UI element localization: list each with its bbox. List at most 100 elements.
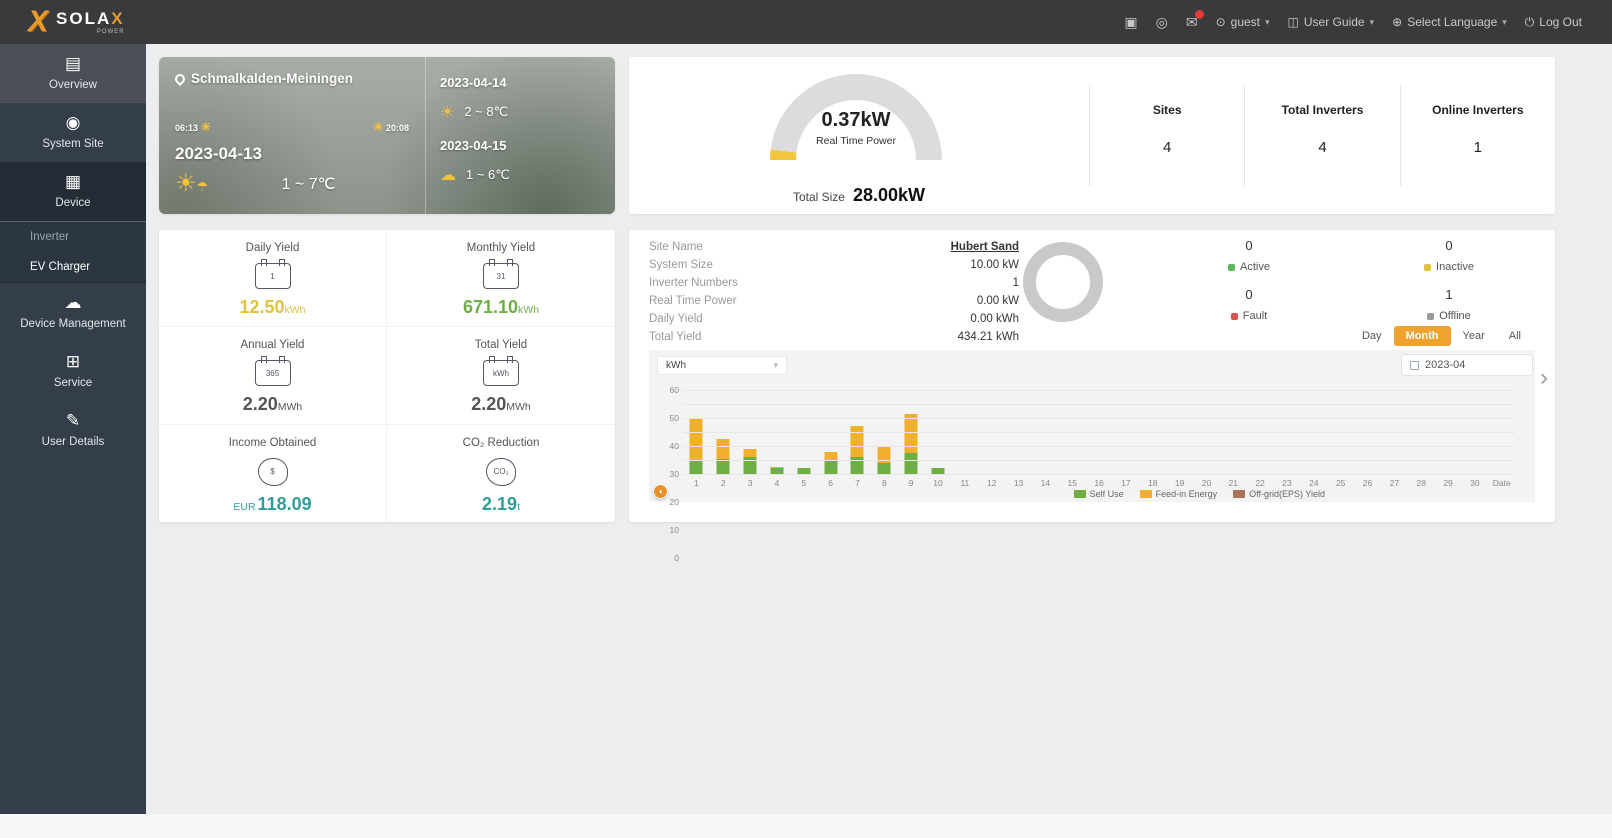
stat-total-inverters: Total Inverters 4 bbox=[1244, 85, 1399, 186]
yield-value: 12.50kWh bbox=[159, 297, 386, 318]
yield-label: Monthly Yield bbox=[466, 242, 536, 254]
message-icon[interactable]: ✉ bbox=[1186, 9, 1204, 31]
chart-legend: Self Use Feed-in Energy Off-grid(EPS) Yiel… bbox=[1073, 489, 1325, 499]
chart-bar-slot: 13 bbox=[1005, 390, 1032, 488]
logout-menu[interactable]: ⏻ Log Out bbox=[1525, 15, 1582, 30]
x-axis-tick: 17 bbox=[1121, 478, 1131, 488]
yield-label: CO₂ Reduction bbox=[462, 436, 540, 449]
chart-gridline: 10 bbox=[670, 460, 1515, 535]
site-name-link[interactable]: Hubert Sand bbox=[950, 241, 1019, 253]
sidebar-item-label: Overview bbox=[49, 79, 97, 91]
stacked-bar[interactable] bbox=[716, 439, 730, 474]
sunrise-icon: ☀ bbox=[200, 120, 212, 134]
range-button-year[interactable]: Year bbox=[1462, 330, 1485, 342]
language-menu[interactable]: ⊕ Select Language ▾ bbox=[1392, 15, 1507, 29]
y-axis-tick: 40 bbox=[669, 441, 679, 451]
x-axis-tick: 27 bbox=[1389, 478, 1400, 488]
sidebar-item-system-site[interactable]: ◉ System Site bbox=[0, 103, 146, 162]
yield-cell-co-reduction: CO₂ Reduction CO₂ 2.19t bbox=[387, 425, 615, 522]
bar-segment-feed-in-energy bbox=[743, 448, 757, 458]
chart-bar-slot: 5 bbox=[790, 390, 817, 488]
yield-label: Daily Yield bbox=[245, 242, 300, 254]
stacked-bar[interactable] bbox=[931, 468, 945, 474]
range-button-all[interactable]: All bbox=[1508, 330, 1521, 342]
range-button-month[interactable]: Month bbox=[1393, 326, 1451, 346]
unit-select[interactable]: kWh ▾ bbox=[657, 356, 787, 375]
yield-value-number: 118.09 bbox=[257, 493, 312, 514]
stacked-bar[interactable] bbox=[904, 413, 918, 474]
legend-item-off-grid-eps-yield[interactable]: Off-grid(EPS) Yield bbox=[1233, 489, 1325, 499]
stacked-bar[interactable] bbox=[743, 448, 757, 474]
chart-bar-slot: 19 bbox=[1166, 390, 1193, 488]
sidebar-submenu: Inverter EV Charger bbox=[0, 222, 146, 283]
chart-bar-slot: 10 bbox=[925, 390, 952, 488]
x-axis-tick: 26 bbox=[1362, 478, 1373, 488]
stat-label: Total Inverters bbox=[1281, 103, 1364, 117]
yield-value-unit: kWh bbox=[284, 304, 306, 316]
chart-plot-area: 1 2 3 4 5 6 7 8 9 10 11 12 13 14 15 16 17 18 19 20 21 22 23 24 2… bbox=[670, 385, 1515, 563]
chart-bar-slot: 27 bbox=[1381, 390, 1408, 488]
chart-bar-slot: 17 bbox=[1113, 390, 1140, 488]
status-label-row: Fault bbox=[1149, 310, 1349, 322]
chart-bar-slot: 3 bbox=[737, 390, 764, 488]
device-icon: ▦ bbox=[64, 172, 82, 191]
detail-row: Real Time Power 0.00 kW bbox=[649, 292, 1019, 310]
alarm-icon[interactable]: ▣ bbox=[1124, 13, 1138, 30]
stacked-bar[interactable] bbox=[770, 467, 784, 474]
chart-bar-slot: 9 bbox=[898, 390, 925, 488]
chart-bar-slot: 28 bbox=[1408, 390, 1435, 488]
weather-today-date: 2023-04-13 bbox=[175, 144, 262, 163]
legend-item-feed-in-energy[interactable]: Feed-in Energy bbox=[1139, 489, 1217, 499]
detail-row: Inverter Numbers 1 bbox=[649, 274, 1019, 292]
chart-bar-slot: 21 bbox=[1220, 390, 1247, 488]
sidebar-item-device-management[interactable]: ☁ Device Management bbox=[0, 283, 146, 342]
stacked-bar[interactable] bbox=[877, 446, 891, 474]
sidebar-subitem-inverter[interactable]: Inverter bbox=[30, 231, 69, 243]
user-guide-menu[interactable]: ◫ User Guide ▾ bbox=[1288, 15, 1375, 29]
bar-segment-self-use bbox=[824, 461, 838, 474]
forecast-row: ☁ 1 ~ 6℃ bbox=[440, 165, 601, 185]
stacked-bar[interactable] bbox=[797, 467, 811, 474]
detail-label: Real Time Power bbox=[649, 295, 737, 307]
stacked-bar[interactable] bbox=[850, 426, 864, 474]
chart-bar-slot: 12 bbox=[978, 390, 1005, 488]
bar-segment-self-use bbox=[743, 457, 757, 474]
bar-segment-feed-in-energy bbox=[904, 413, 918, 453]
overview-icon: ▤ bbox=[64, 54, 82, 73]
next-site-chevron-icon[interactable]: › bbox=[1540, 364, 1548, 391]
chart-gridline: 30 bbox=[670, 432, 1515, 479]
chevron-down-icon: ▾ bbox=[773, 360, 778, 370]
x-axis-tick: 11 bbox=[960, 478, 970, 488]
legend-item-self-use[interactable]: Self Use bbox=[1073, 489, 1124, 499]
sidebar-item-user-details[interactable]: ✎ User Details bbox=[0, 401, 146, 460]
power-gauge-zone: 0.37kW Real Time Power Total Size 28.00kW bbox=[629, 57, 1089, 214]
sidebar-subitem-ev-charger[interactable]: EV Charger bbox=[30, 261, 91, 273]
status-dot bbox=[1230, 312, 1238, 320]
logout-menu-label: Log Out bbox=[1539, 15, 1582, 29]
user-menu[interactable]: ⊙ guest ▾ bbox=[1216, 15, 1270, 29]
stacked-bar[interactable] bbox=[689, 418, 703, 474]
yield-value: EUR 118.09 bbox=[159, 494, 386, 515]
date-picker[interactable]: 2023-04 bbox=[1401, 354, 1533, 376]
sidebar-item-overview[interactable]: ▤ Overview bbox=[0, 44, 146, 103]
chart-bar-slot: 29 bbox=[1435, 390, 1462, 488]
status-label-row: Offline bbox=[1349, 310, 1549, 322]
sidebar-item-device[interactable]: ▦ Device bbox=[0, 162, 146, 222]
report-icon[interactable]: ◎ bbox=[1155, 13, 1168, 30]
x-axis-tick: 3 bbox=[747, 478, 753, 488]
detail-value: 1 bbox=[1012, 277, 1019, 289]
detail-row: Total Yield 434.21 kWh bbox=[649, 328, 1019, 346]
stacked-bar[interactable] bbox=[824, 451, 838, 474]
chart-bar-slot: 15 bbox=[1059, 390, 1086, 488]
sunset-icon: ☀ bbox=[372, 120, 384, 134]
x-axis-end-label: Date bbox=[1492, 478, 1511, 488]
x-axis-tick: 20 bbox=[1201, 478, 1212, 488]
range-button-day[interactable]: Day bbox=[1361, 330, 1382, 342]
status-label: Inactive bbox=[1436, 261, 1474, 273]
stat-value: 4 bbox=[1318, 139, 1327, 156]
chart-bar-slot: 14 bbox=[1032, 390, 1059, 488]
sidebar-item-service[interactable]: ⊞ Service bbox=[0, 342, 146, 401]
yield-value-unit: MWh bbox=[506, 401, 531, 414]
customer-service-button[interactable]: ◖ bbox=[653, 484, 668, 499]
logout-icon: ⏻ bbox=[1524, 14, 1535, 29]
